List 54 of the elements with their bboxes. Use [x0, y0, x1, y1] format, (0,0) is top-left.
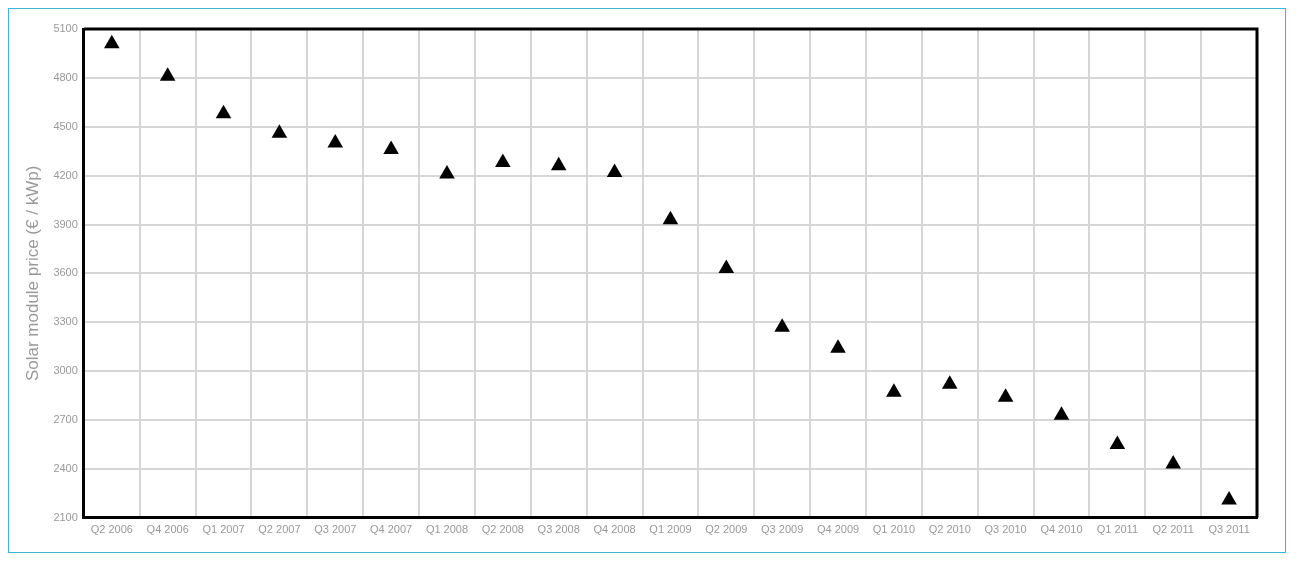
- x-tick-label: Q2 2010: [928, 523, 971, 536]
- y-tick-label: 3300: [53, 315, 78, 328]
- y-tick-label: 2400: [53, 461, 78, 474]
- x-tick-label: Q4 2009: [816, 523, 860, 536]
- x-tick-label: Q1 2007: [202, 523, 245, 536]
- y-tick-label: 3900: [53, 217, 78, 230]
- point: [271, 124, 288, 138]
- x-tick-label: Q2 2009: [705, 523, 748, 536]
- point: [550, 156, 567, 171]
- x-tick-label: Q2 2006: [90, 523, 133, 536]
- y-tick-label: 4200: [53, 168, 78, 181]
- point: [383, 140, 399, 155]
- point: [1165, 455, 1181, 469]
- x-tick-label: Q1 2011: [1096, 523, 1139, 536]
- point: [662, 210, 679, 225]
- point: [159, 67, 176, 81]
- point: [215, 104, 232, 119]
- x-tick-label: Q3 2010: [984, 523, 1027, 536]
- y-tick-label: 2700: [53, 413, 78, 426]
- point: [941, 375, 958, 389]
- y-tick-label: 3000: [53, 364, 78, 377]
- point: [1221, 490, 1237, 505]
- point: [1109, 435, 1126, 449]
- x-tick-label: Q3 2011: [1208, 523, 1250, 536]
- y-tick-label: 4500: [53, 119, 78, 132]
- x-tick-label: Q1 2010: [872, 523, 915, 536]
- point: [718, 259, 735, 274]
- x-tick-label: Q4 2007: [370, 523, 413, 536]
- y-tick-label: 5100: [53, 22, 78, 35]
- point: [495, 153, 511, 168]
- point: [997, 388, 1014, 402]
- y-axis-title: Solar module price (€ / kWp): [22, 165, 42, 382]
- x-tick-label: Q3 2009: [761, 523, 804, 536]
- point: [886, 383, 902, 397]
- point: [327, 134, 344, 148]
- x-tick-label: Q1 2008: [425, 523, 469, 536]
- point: [830, 339, 846, 353]
- point: [774, 318, 790, 332]
- x-tick-label: Q4 2006: [146, 523, 189, 536]
- x-tick-label: Q1 2009: [649, 523, 692, 536]
- point: [439, 165, 455, 179]
- x-tick-label: Q3 2008: [537, 523, 580, 536]
- x-tick-label: Q2 2008: [481, 523, 524, 536]
- x-tick-label: Q3 2007: [314, 523, 357, 536]
- y-tick-label: 3600: [53, 266, 78, 279]
- x-tick-label: Q4 2008: [593, 523, 636, 536]
- x-tick-label: Q2 2011: [1152, 523, 1194, 536]
- point: [606, 163, 623, 177]
- x-tick-label: Q4 2010: [1040, 523, 1083, 536]
- x-tick-label: Q2 2007: [258, 523, 301, 536]
- y-tick-label: 2100: [53, 510, 78, 523]
- point: [104, 34, 120, 49]
- y-tick-label: 4800: [53, 70, 78, 83]
- point: [1053, 406, 1070, 420]
